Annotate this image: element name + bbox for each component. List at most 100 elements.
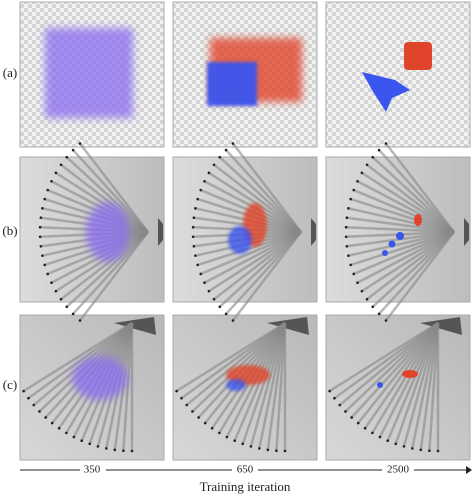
ray-end [192, 216, 196, 220]
fan-ray [394, 322, 440, 445]
fan-ray [402, 322, 440, 447]
fan-ray [344, 322, 439, 413]
ray-end [50, 179, 53, 183]
ray-end [80, 439, 83, 442]
fan-ray [366, 163, 455, 233]
ray-end [44, 416, 47, 419]
fan-ray [241, 322, 287, 445]
ray-end [57, 426, 61, 430]
ray-end [283, 449, 287, 453]
fan-ray [60, 163, 149, 233]
blob [226, 379, 246, 391]
fan-apex [114, 317, 156, 335]
ray-end [275, 449, 278, 453]
blob [388, 240, 396, 248]
ray-end [203, 281, 206, 285]
ray-end [194, 207, 197, 210]
ray-end [371, 155, 375, 159]
ray-end [41, 207, 44, 210]
axis-title: Training iteration [200, 479, 291, 494]
ray-end [203, 179, 206, 183]
fan-ray [428, 322, 440, 451]
fan-ray [346, 225, 455, 234]
ray-end [46, 188, 50, 192]
fan-ray [384, 231, 455, 322]
fan-ray [338, 322, 439, 406]
fan-ray [350, 230, 455, 267]
fan-ray [371, 322, 440, 434]
ray-end [65, 155, 69, 159]
fan-ray [72, 149, 149, 233]
fan-ray [275, 322, 287, 451]
blob [207, 62, 257, 106]
ray-end [411, 447, 414, 450]
fan-apex [420, 317, 462, 335]
ray-end [185, 403, 189, 407]
ray-end [258, 447, 261, 450]
row-label: (b) [2, 223, 17, 238]
blob [228, 226, 252, 254]
ray-end [371, 431, 374, 435]
ray-end [130, 449, 134, 453]
ray-end [122, 449, 125, 453]
ray-end [365, 163, 369, 167]
ray-end [349, 197, 352, 201]
ray-end [43, 197, 46, 201]
ray-end [347, 254, 350, 257]
ray-end [50, 421, 54, 425]
ray-end [356, 421, 360, 425]
fan-ray [208, 230, 302, 293]
ray-end [59, 297, 63, 301]
ray-end [43, 263, 46, 267]
ray-end [356, 179, 359, 183]
fan-ray [411, 322, 440, 449]
ray-end [352, 272, 356, 276]
ray-end [191, 225, 195, 229]
ray-end [191, 410, 194, 413]
ray-end [196, 263, 199, 267]
fan-apex [158, 218, 163, 246]
fan-ray [180, 321, 286, 400]
ray-end [225, 435, 229, 439]
fan-ray [258, 322, 287, 449]
ray-end [344, 410, 347, 413]
ray-end [419, 448, 423, 452]
fan-ray [361, 230, 455, 293]
blob [404, 42, 432, 70]
blob [86, 202, 130, 262]
ray-end [224, 312, 228, 316]
ray-end [175, 389, 178, 393]
ray-end [207, 171, 211, 175]
ray-end [27, 396, 30, 400]
ray-end [231, 319, 235, 322]
ray-end [402, 445, 406, 448]
fan-ray [356, 230, 455, 284]
ray-end [356, 281, 359, 285]
ray-end [41, 254, 44, 257]
ray-end [46, 272, 50, 276]
row-b-blobs [86, 202, 422, 262]
ray-end [59, 163, 63, 167]
fan-ray [350, 197, 455, 234]
fan-ray [55, 230, 149, 293]
fan-ray [357, 322, 439, 424]
ray-end [377, 312, 381, 316]
ray-end [194, 254, 197, 257]
ray-end [363, 426, 367, 430]
fan-ray [218, 156, 302, 233]
fan-ray [361, 171, 455, 234]
fan-ray [65, 231, 149, 308]
ray-end [218, 431, 221, 435]
ray-end [218, 305, 222, 309]
fan-ray [348, 207, 455, 234]
blob [362, 72, 410, 112]
ray-end [241, 442, 245, 446]
blob [414, 214, 422, 226]
ray-end [333, 396, 336, 400]
label-bg [80, 463, 106, 477]
ray-end [78, 142, 82, 145]
fan-ray [78, 142, 149, 233]
ray-end [88, 442, 92, 446]
ray-end [207, 289, 211, 293]
fan-ray [378, 322, 440, 438]
